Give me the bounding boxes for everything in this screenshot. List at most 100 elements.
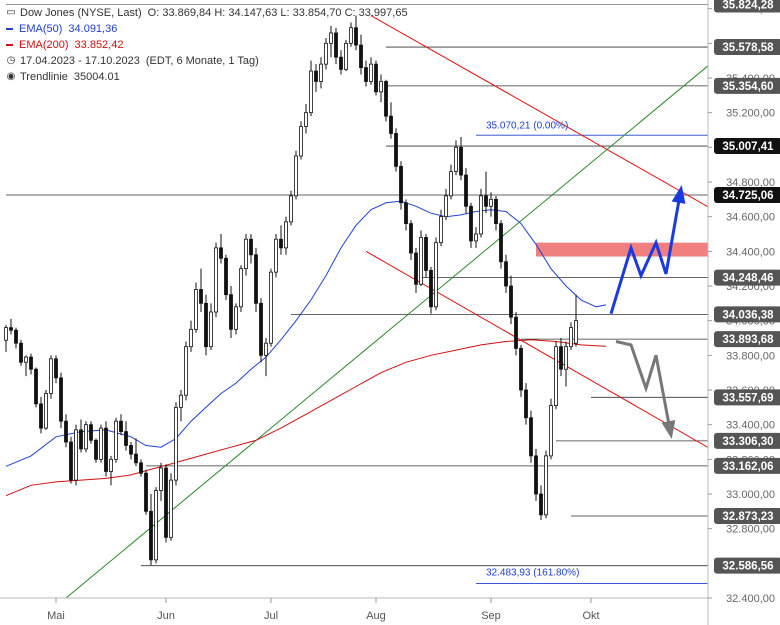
candle-body bbox=[219, 247, 223, 259]
candle-body bbox=[404, 202, 408, 225]
candle-body bbox=[479, 195, 483, 235]
y-tick-label: 34.600,00 bbox=[726, 212, 775, 224]
candle-body bbox=[439, 216, 443, 244]
candle-body bbox=[419, 237, 423, 285]
ema200-swatch bbox=[6, 44, 13, 46]
candle-body bbox=[449, 171, 453, 197]
candle-body bbox=[519, 347, 523, 391]
candle-body bbox=[369, 63, 373, 82]
candle-body bbox=[434, 242, 438, 308]
candle-body bbox=[254, 254, 258, 304]
candle-body bbox=[504, 261, 508, 287]
candle-body bbox=[514, 316, 518, 349]
y-tick-label: 34.800,00 bbox=[726, 177, 775, 189]
ema50-line bbox=[5, 200, 607, 467]
y-tick-label: 33.000,00 bbox=[726, 489, 775, 501]
ohlc-values: O: 33.869,84 H: 34.147,63 L: 33.854,70 C… bbox=[147, 7, 408, 19]
candle-body bbox=[474, 233, 478, 242]
candle-body bbox=[234, 306, 238, 330]
period-range: 17.04.2023 - 17.10.2023 bbox=[20, 55, 140, 67]
candle-body bbox=[89, 424, 93, 441]
candle-body bbox=[549, 405, 553, 457]
candle-body bbox=[414, 252, 418, 285]
bull-projection-head bbox=[671, 184, 686, 204]
price-label-box bbox=[714, 138, 780, 155]
candle-body bbox=[289, 195, 293, 223]
x-tick-label: Sep bbox=[481, 610, 501, 622]
price-label-box bbox=[714, 0, 780, 13]
candle-body bbox=[459, 146, 463, 176]
candle-body bbox=[309, 70, 313, 114]
ema50-value: 34.091,36 bbox=[68, 23, 118, 35]
candle-body bbox=[239, 268, 243, 308]
price-label-text: 32.873,23 bbox=[722, 511, 773, 523]
y-tick-label: 32.400,00 bbox=[726, 593, 775, 605]
candle-body bbox=[344, 42, 348, 70]
candle-body bbox=[284, 221, 288, 249]
bar-chart-icon: ▭ bbox=[6, 7, 16, 18]
candle-body bbox=[54, 358, 58, 379]
candle-body bbox=[544, 455, 548, 516]
candle-body bbox=[569, 327, 573, 348]
ema50-swatch bbox=[6, 28, 13, 30]
candle-body bbox=[104, 427, 108, 472]
price-label-text: 35.578,58 bbox=[722, 42, 774, 54]
candle-body bbox=[159, 467, 163, 491]
candle-body bbox=[564, 346, 568, 370]
candle-body bbox=[124, 431, 128, 446]
y-tick-label: 34.400,00 bbox=[726, 246, 775, 258]
candle-body bbox=[489, 198, 493, 207]
candle-body bbox=[114, 420, 118, 460]
candle-body bbox=[259, 302, 263, 356]
legend-period: ◷ 17.04.2023 - 17.10.2023 (EDT, 6 Monate… bbox=[6, 53, 408, 69]
candle-body bbox=[529, 417, 533, 457]
price-label-box bbox=[714, 557, 780, 574]
price-label-text: 33.162,06 bbox=[722, 461, 773, 473]
price-label-box bbox=[714, 77, 780, 94]
candle-body bbox=[364, 67, 368, 82]
candle-body bbox=[484, 195, 488, 207]
candle-body bbox=[339, 56, 343, 70]
price-label-box bbox=[714, 39, 780, 56]
y-tick-label: 33.400,00 bbox=[726, 420, 775, 432]
candle-body bbox=[304, 112, 308, 127]
x-tick-label: Jun bbox=[157, 610, 175, 622]
y-tick-label: 33.800,00 bbox=[726, 350, 775, 362]
candle-body bbox=[9, 327, 13, 331]
legend-trendline: ◉ Trendlinie 35004.01 bbox=[6, 69, 408, 85]
x-tick-label: Mai bbox=[47, 610, 65, 622]
candle-body bbox=[389, 115, 393, 134]
candle-body bbox=[169, 479, 173, 538]
bear-projection-head bbox=[661, 420, 676, 439]
legend-instrument: ▭ Dow Jones (NYSE, Last) O: 33.869,84 H:… bbox=[6, 5, 408, 21]
candle-body bbox=[164, 467, 168, 538]
candle-body bbox=[29, 356, 33, 370]
trendline-value: 35004.01 bbox=[73, 71, 120, 83]
candle-body bbox=[129, 445, 133, 455]
candle-body bbox=[59, 377, 63, 422]
candle-body bbox=[374, 63, 378, 93]
candle-body bbox=[109, 458, 113, 472]
candle-body bbox=[379, 81, 383, 93]
trendline-resistance bbox=[370, 15, 708, 208]
candle-body bbox=[149, 510, 153, 561]
candle-body bbox=[554, 346, 558, 406]
candle-body bbox=[79, 429, 83, 450]
candle-body bbox=[294, 155, 298, 197]
candle-body bbox=[499, 223, 503, 263]
candle-body bbox=[274, 238, 278, 273]
price-label-box bbox=[714, 389, 780, 406]
instrument-name: Dow Jones (NYSE, Last) bbox=[20, 7, 142, 19]
candle-body bbox=[424, 237, 428, 271]
candle-body bbox=[399, 165, 403, 204]
candle-body bbox=[429, 269, 433, 308]
candle-body bbox=[229, 294, 233, 330]
candle-body bbox=[39, 403, 43, 429]
candle-body bbox=[199, 289, 203, 304]
candle-body bbox=[384, 81, 388, 117]
price-label-text: 35.354,60 bbox=[722, 81, 773, 93]
bull-projection bbox=[609, 188, 683, 315]
candle-body bbox=[209, 311, 213, 348]
candle-body bbox=[574, 320, 578, 344]
